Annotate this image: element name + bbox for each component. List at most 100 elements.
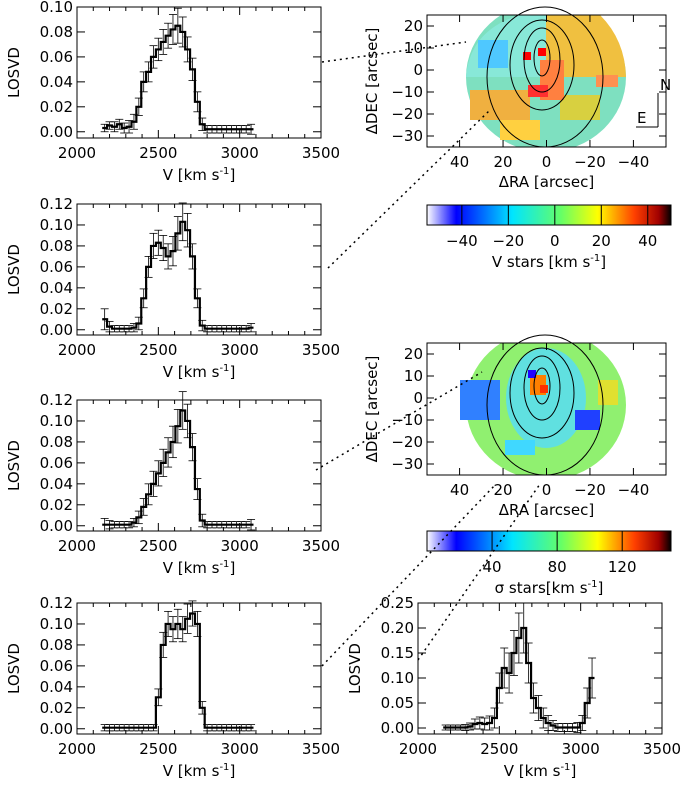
y-tick-label: 0.05	[381, 694, 414, 712]
y-tick-label: −20	[391, 433, 423, 451]
x-tick-label: 2500	[139, 341, 177, 359]
colorbar-label: V stars [km s-1]	[492, 253, 606, 271]
velocity-map-image	[466, 15, 626, 147]
losvd-panel: 2000 2500 3000 3500 0.00 0.02 0.04 0.06 0.08 0.10…	[5, 391, 340, 577]
velocity-map: N E	[426, 6, 671, 148]
x-tick-label: 20	[493, 153, 512, 171]
y-axis-label: LOSVD	[5, 440, 23, 491]
plot-frame	[417, 602, 663, 735]
map-axes: 40 20 0 −20 −40 20 10 0 −10 −20 −30 ΔRA [arcsec] ΔDE…	[363, 15, 666, 271]
colorbar-tick-label: 0	[550, 232, 560, 250]
y-tick-label: −10	[391, 411, 423, 429]
map-axes: 40 20 0 −20 −40 20 10 0 −10 −20 −30 ΔRA [arcsec] ΔDE…	[363, 343, 666, 597]
y-tick-label: 0.10	[40, 412, 73, 430]
plot-frame	[76, 399, 322, 532]
losvd-series	[102, 24, 254, 131]
y-tick-label: 0.02	[40, 300, 73, 318]
dispersion-map	[426, 334, 667, 476]
x-tick-label: −20	[574, 481, 606, 499]
compass-east: E	[637, 109, 646, 127]
x-tick-label: 0	[542, 481, 552, 499]
x-tick-label: 2500	[480, 740, 518, 758]
x-axis-label: V [km s-1]	[163, 559, 236, 577]
y-tick-label: 0.08	[40, 636, 73, 654]
x-axis-label: V [km s-1]	[163, 762, 236, 780]
x-tick-label: 3000	[221, 740, 259, 758]
x-tick-label: 40	[450, 481, 469, 499]
y-tick-label: 0.10	[381, 669, 414, 687]
y-axis-label: LOSVD	[5, 244, 23, 295]
x-tick-label: 2000	[399, 740, 437, 758]
chart-layer: 2000 2500 3000 35000.000.020.040.060.080.10…	[5, 0, 681, 780]
losvd-series	[102, 612, 254, 729]
colorbar-tick-label: 40	[638, 232, 657, 250]
plot-frame	[76, 6, 322, 139]
y-axis-label: LOSVD	[5, 47, 23, 98]
x-tick-label: 3500	[643, 740, 681, 758]
y-tick-label: 0.04	[40, 678, 73, 696]
y-tick-label: 0.00	[40, 123, 73, 141]
colorbar-tick-label: −20	[493, 232, 525, 250]
x-tick-label: −20	[574, 153, 606, 171]
y-tick-label: 0.00	[40, 517, 73, 535]
y-tick-label: 0.12	[40, 594, 73, 612]
y-tick-label: 0	[413, 389, 423, 407]
y-tick-label: 0.10	[40, 216, 73, 234]
y-axis-label: LOSVD	[346, 643, 364, 694]
compass: N E	[636, 76, 671, 128]
x-axis-label: V [km s-1]	[163, 166, 236, 184]
y-tick-label: 0.15	[381, 644, 414, 662]
x-tick-label: 2000	[58, 537, 96, 555]
y-tick-label: −30	[391, 455, 423, 473]
losvd-panel: 2000 2500 3000 3500 0.00 0.02 0.04 0.06 0.08 0.10…	[5, 195, 340, 381]
colorbar-tick-label: −40	[446, 232, 478, 250]
x-axis-label: V [km s-1]	[163, 363, 236, 381]
y-tick-label: 0.06	[40, 258, 73, 276]
colorbar-tick-label: 80	[548, 558, 567, 576]
losvd-panel: 2000 2500 3000 3500 0.00 0.02 0.04 0.06 0.08 0.10…	[5, 0, 340, 184]
y-tick-label: 0.06	[40, 48, 73, 66]
y-tick-label: 10	[404, 39, 423, 57]
colorbar-label: σ stars[km s-1]	[495, 579, 604, 597]
y-tick-label: 0.04	[40, 475, 73, 493]
x-tick-label: −40	[618, 153, 650, 171]
y-tick-label: 0.20	[381, 619, 414, 637]
y-tick-label: 0.12	[40, 195, 73, 213]
x-tick-label: 0	[542, 153, 552, 171]
y-tick-label: 0.04	[40, 73, 73, 91]
x-tick-label: 3000	[221, 537, 259, 555]
dispersion-map-image	[460, 343, 626, 475]
y-tick-label: 0.08	[40, 433, 73, 451]
y-axis-label: ΔDEC [arcsec]	[363, 356, 381, 463]
y-tick-label: 10	[404, 367, 423, 385]
x-tick-label: 2500	[139, 537, 177, 555]
connector-lines	[315, 41, 541, 667]
y-tick-label: 0.06	[40, 657, 73, 675]
y-tick-label: 0.12	[40, 391, 73, 409]
plot-frame	[76, 203, 322, 336]
y-tick-label: −30	[391, 127, 423, 145]
losvd-series	[102, 220, 254, 330]
y-tick-label: 0.10	[40, 615, 73, 633]
x-tick-label: 20	[493, 481, 512, 499]
y-tick-label: 0.25	[381, 594, 414, 612]
y-tick-label: −20	[391, 105, 423, 123]
x-tick-label: 3500	[302, 740, 340, 758]
x-tick-label: 3500	[302, 537, 340, 555]
y-tick-label: −10	[391, 83, 423, 101]
colorbar-tick-label: 40	[483, 558, 502, 576]
y-tick-label: 20	[404, 17, 423, 35]
x-tick-label: 3000	[221, 341, 259, 359]
y-axis-label: ΔDEC [arcsec]	[363, 28, 381, 135]
plot-frame	[76, 602, 322, 735]
y-tick-label: 0.00	[381, 719, 414, 737]
y-tick-label: 0.02	[40, 98, 73, 116]
y-tick-label: 0.00	[40, 321, 73, 339]
colorbar-tick-label: 20	[592, 232, 611, 250]
y-tick-label: 0.10	[40, 0, 73, 16]
velocity-colorbar	[426, 204, 672, 226]
x-tick-label: 2500	[139, 740, 177, 758]
y-axis-label: LOSVD	[5, 643, 23, 694]
colorbar-tick-label: 120	[608, 558, 637, 576]
